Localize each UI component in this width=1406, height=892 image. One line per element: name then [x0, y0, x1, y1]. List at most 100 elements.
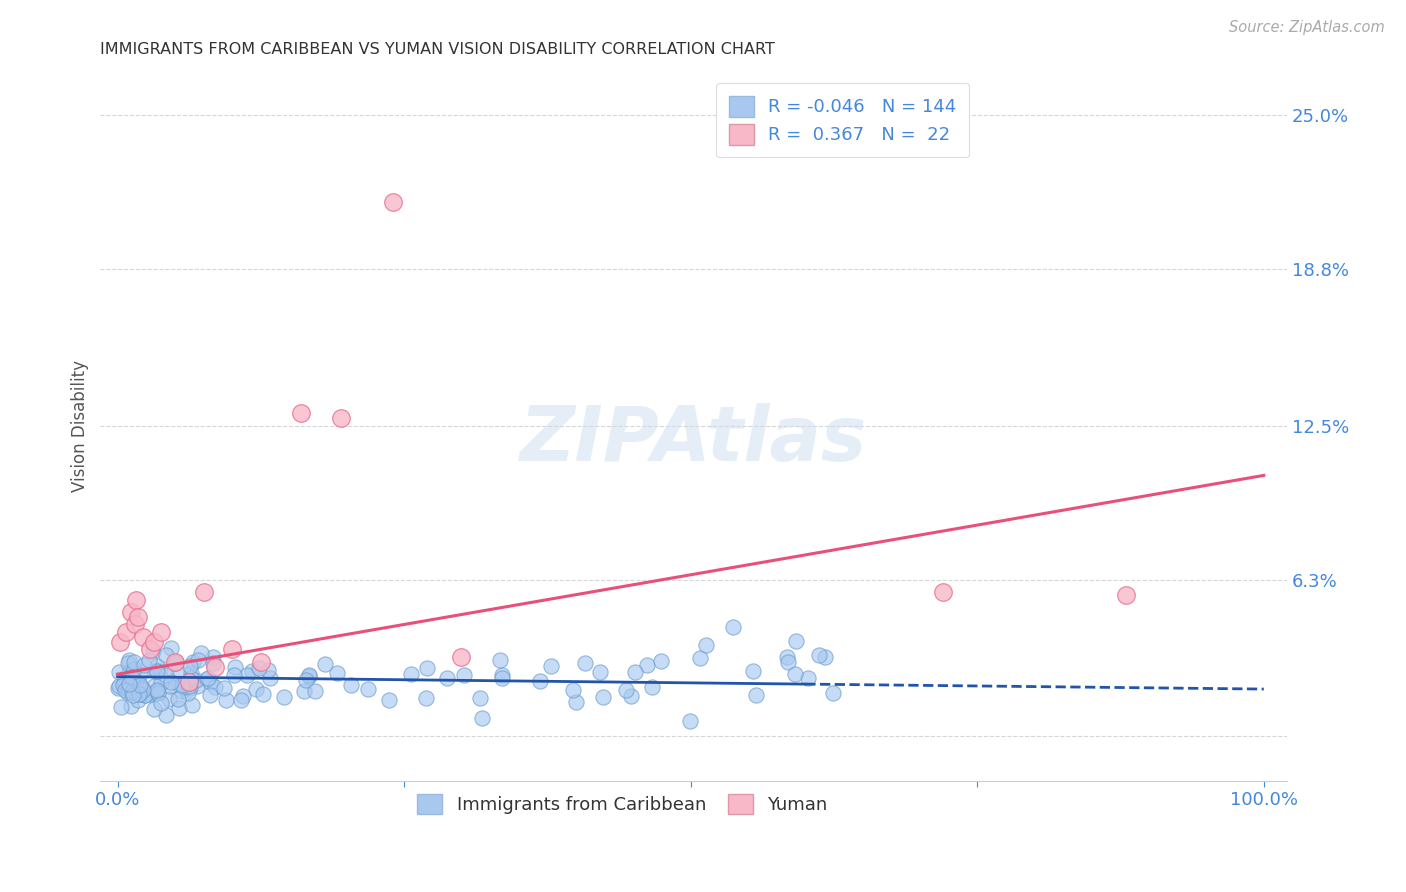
Point — [179, 659, 201, 673]
Point — [117, 681, 139, 695]
Point — [589, 665, 612, 680]
Point — [294, 673, 316, 688]
Point — [145, 664, 167, 678]
Point — [160, 641, 183, 656]
Point — [247, 661, 270, 675]
Point — [155, 668, 177, 682]
Point — [177, 674, 200, 689]
Point — [128, 677, 150, 691]
Point — [138, 642, 160, 657]
Point — [139, 687, 162, 701]
Point — [167, 701, 190, 715]
Point — [125, 592, 148, 607]
Point — [118, 665, 141, 679]
Point — [118, 677, 141, 691]
Point — [195, 672, 218, 686]
Point — [290, 406, 312, 420]
Point — [128, 678, 150, 692]
Point — [540, 659, 562, 673]
Point — [122, 662, 145, 676]
Point — [142, 679, 165, 693]
Text: IMMIGRANTS FROM CARIBBEAN VS YUMAN VISION DISABILITY CORRELATION CHART: IMMIGRANTS FROM CARIBBEAN VS YUMAN VISIO… — [100, 42, 775, 57]
Point — [166, 655, 188, 669]
Point — [204, 680, 226, 694]
Point — [614, 683, 637, 698]
Legend: Immigrants from Caribbean, Yuman: Immigrants from Caribbean, Yuman — [406, 783, 838, 825]
Point — [778, 655, 800, 669]
Point — [112, 674, 135, 689]
Point — [145, 684, 167, 698]
Point — [160, 674, 183, 689]
Point — [252, 687, 274, 701]
Point — [399, 667, 422, 681]
Point — [120, 699, 142, 714]
Point — [229, 692, 252, 706]
Point — [173, 680, 195, 694]
Point — [121, 670, 143, 684]
Point — [159, 679, 181, 693]
Point — [179, 681, 201, 696]
Point — [624, 665, 647, 679]
Point — [236, 668, 259, 682]
Point — [121, 685, 143, 699]
Point — [124, 617, 146, 632]
Point — [326, 665, 349, 680]
Point — [215, 692, 238, 706]
Point — [186, 673, 208, 687]
Point — [304, 684, 326, 698]
Point — [117, 657, 139, 671]
Point — [436, 671, 458, 685]
Point — [201, 650, 224, 665]
Point — [273, 690, 295, 704]
Point — [330, 411, 353, 425]
Point — [636, 658, 658, 673]
Point — [186, 653, 208, 667]
Point — [821, 686, 844, 700]
Point — [785, 633, 807, 648]
Point — [167, 676, 190, 690]
Point — [314, 657, 336, 671]
Point — [224, 660, 246, 674]
Point — [114, 683, 136, 698]
Point — [121, 681, 143, 695]
Point — [808, 648, 831, 662]
Point — [491, 667, 513, 681]
Point — [134, 689, 156, 703]
Point — [620, 689, 643, 703]
Point — [450, 649, 472, 664]
Point — [797, 671, 820, 685]
Point — [198, 689, 221, 703]
Point — [118, 653, 141, 667]
Point — [155, 648, 177, 663]
Point — [190, 646, 212, 660]
Point — [107, 681, 129, 695]
Point — [145, 686, 167, 700]
Point — [565, 695, 588, 709]
Point — [198, 674, 221, 689]
Point — [110, 699, 132, 714]
Point — [146, 685, 169, 699]
Point — [114, 624, 136, 639]
Point — [776, 650, 799, 665]
Text: Source: ZipAtlas.com: Source: ZipAtlas.com — [1229, 20, 1385, 35]
Point — [814, 650, 837, 665]
Point — [150, 676, 173, 690]
Y-axis label: Vision Disability: Vision Disability — [72, 359, 89, 491]
Point — [128, 687, 150, 701]
Point — [155, 708, 177, 723]
Point — [193, 585, 215, 599]
Point — [1115, 588, 1137, 602]
Point — [339, 678, 361, 692]
Point — [163, 655, 186, 669]
Point — [132, 630, 155, 644]
Point — [357, 681, 380, 696]
Point — [127, 693, 149, 707]
Point — [212, 681, 235, 696]
Point — [108, 665, 131, 680]
Point — [131, 683, 153, 698]
Point — [932, 585, 955, 599]
Point — [181, 698, 204, 712]
Point — [120, 605, 142, 619]
Point — [574, 656, 596, 670]
Text: ZIPAtlas: ZIPAtlas — [520, 403, 868, 477]
